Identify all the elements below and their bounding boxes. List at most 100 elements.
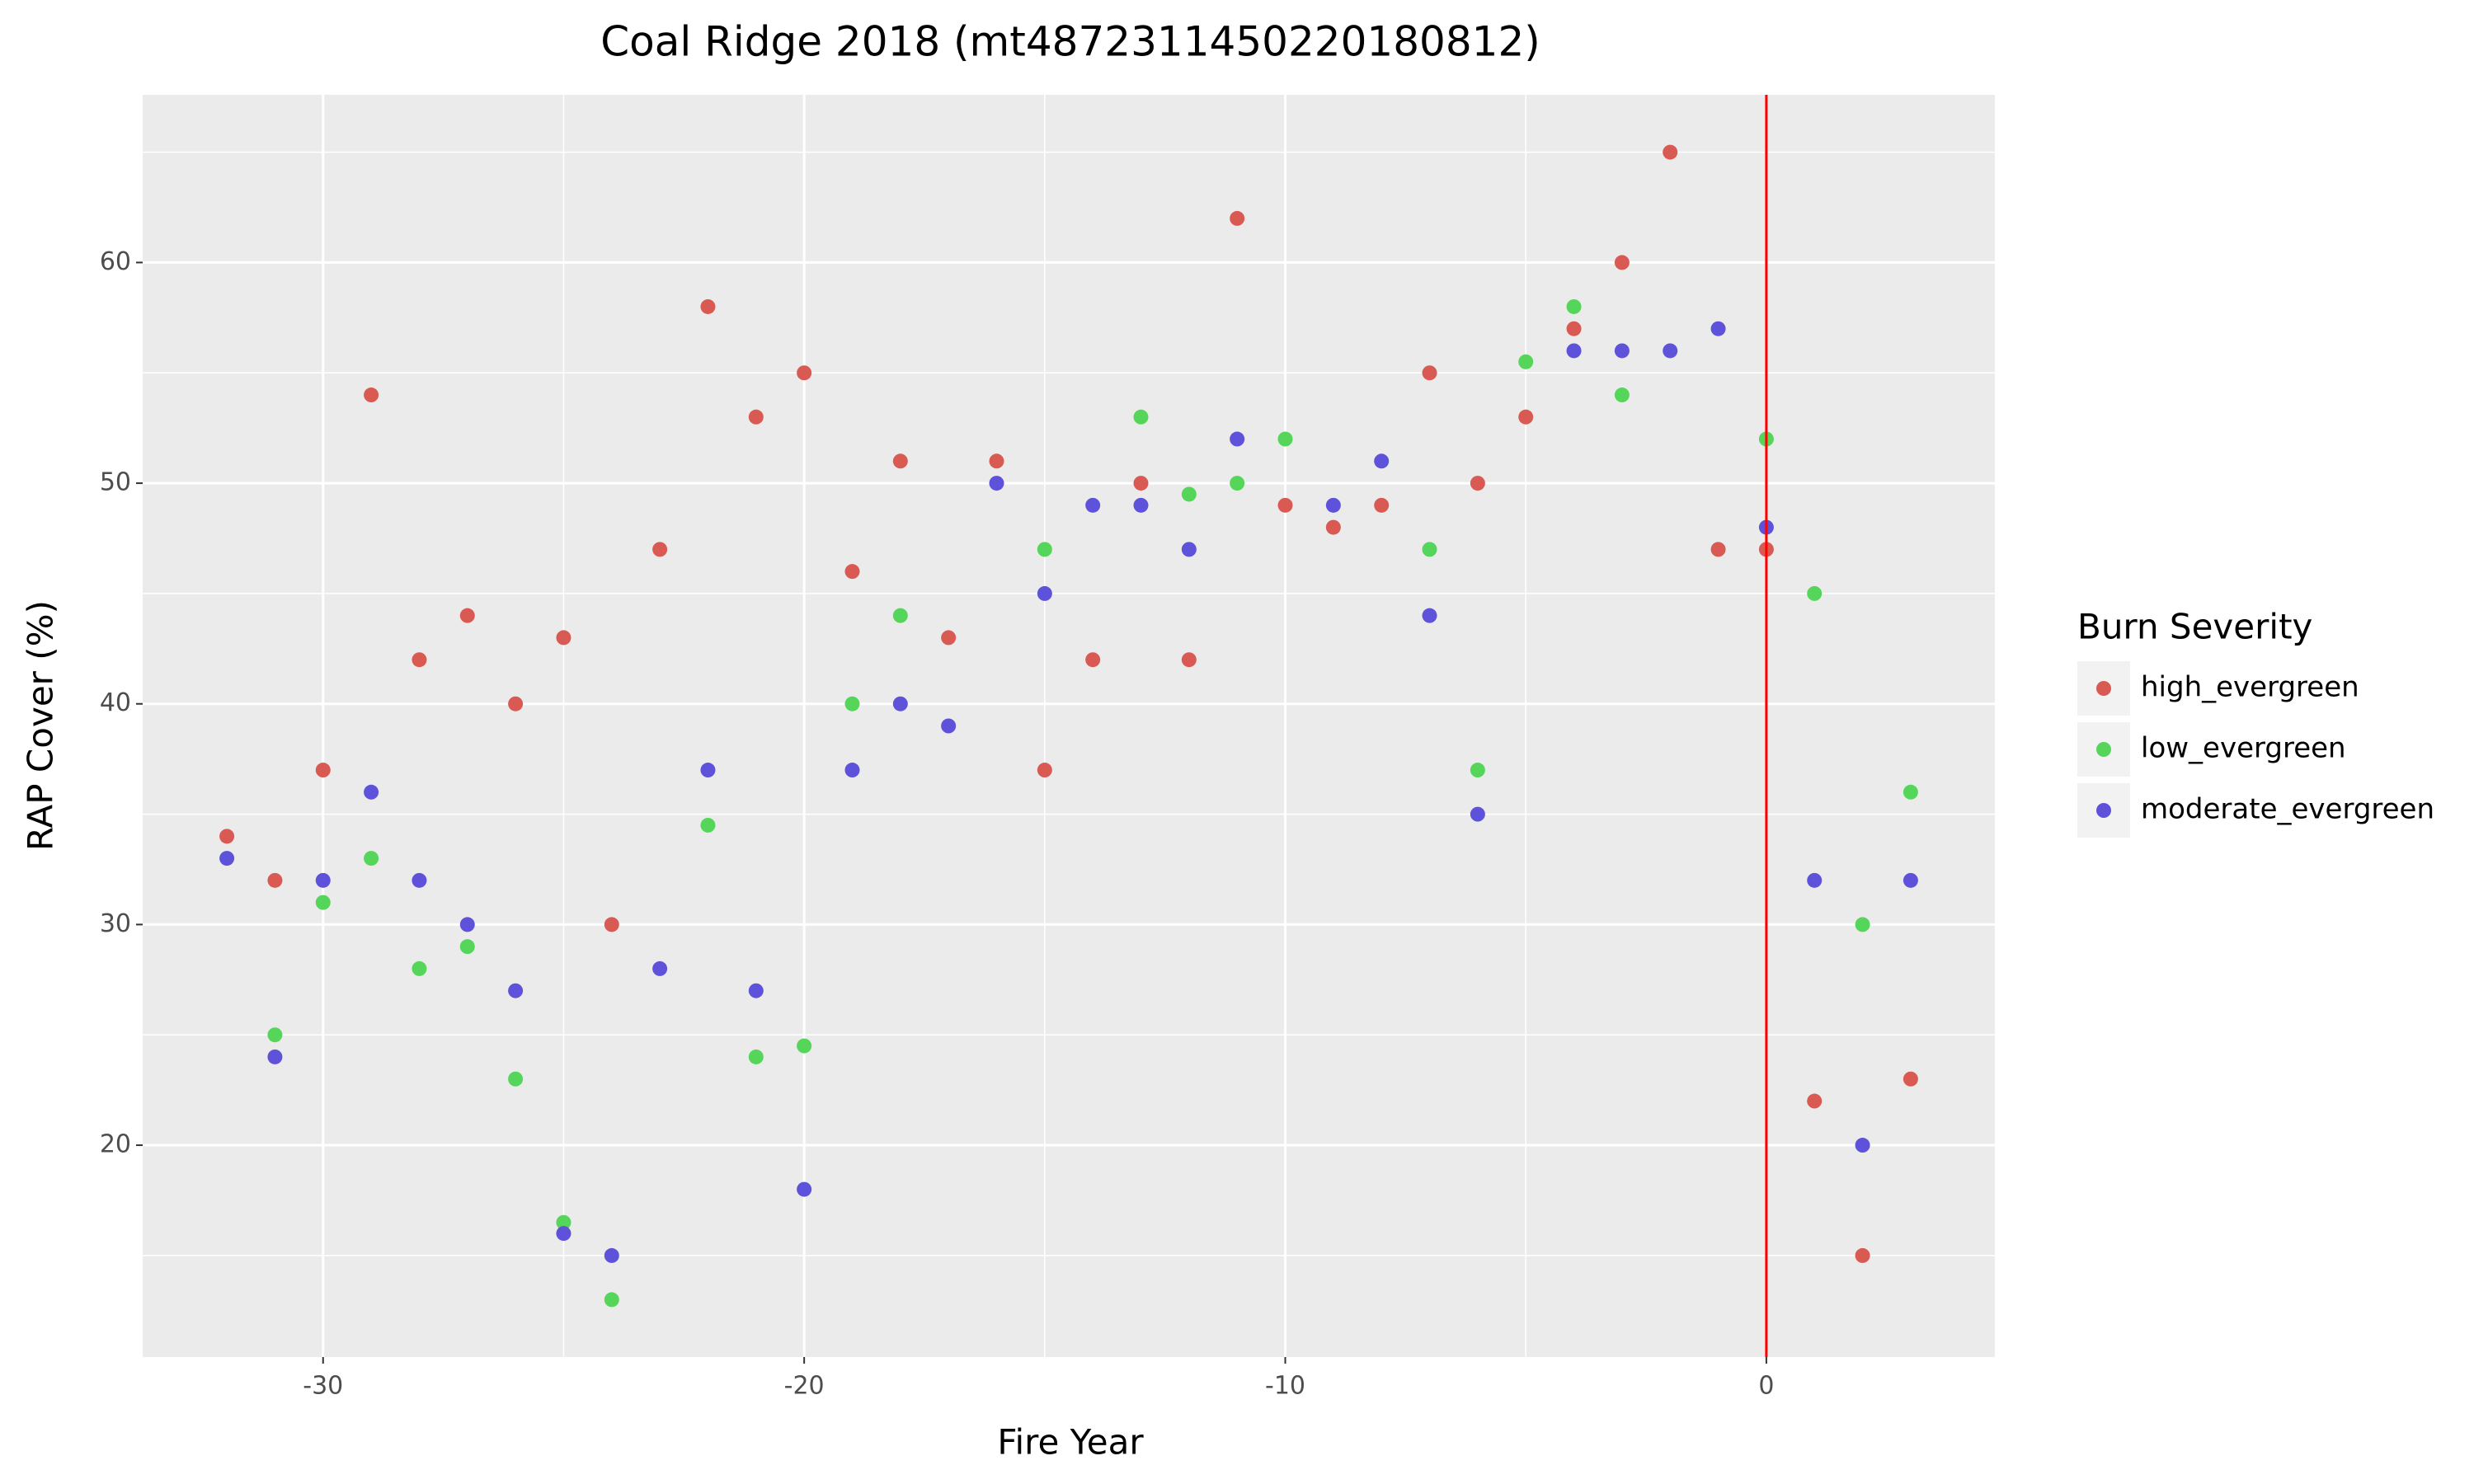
point (412, 960, 427, 976)
point (748, 1049, 764, 1064)
point (1422, 542, 1437, 557)
point (267, 1027, 283, 1043)
point (700, 817, 716, 833)
point (604, 1292, 619, 1308)
point (700, 763, 716, 778)
panel (143, 95, 1995, 1357)
point (1518, 409, 1534, 425)
point (1325, 497, 1341, 513)
point (1855, 917, 1870, 932)
point (1374, 497, 1390, 513)
x-axis-title: Fire Year (997, 1422, 1144, 1463)
point (508, 1071, 524, 1087)
point (941, 630, 957, 646)
point (1566, 298, 1582, 314)
point (1855, 1138, 1870, 1153)
legend-marker (2096, 742, 2111, 757)
point (508, 983, 524, 998)
point (604, 1247, 619, 1263)
point (364, 387, 379, 403)
point (844, 696, 860, 711)
point (556, 630, 571, 646)
point (459, 939, 475, 955)
x-tick-label: 0 (1758, 1372, 1774, 1401)
point (892, 453, 908, 469)
point (412, 652, 427, 668)
y-tick-label: 20 (100, 1130, 131, 1159)
point (1807, 872, 1823, 888)
point (1181, 542, 1197, 557)
point (556, 1226, 571, 1242)
point (364, 784, 379, 800)
point (941, 718, 957, 734)
point (1903, 1071, 1918, 1087)
legend-title: Burn Severity (2077, 607, 2312, 647)
point (1807, 585, 1823, 601)
point (315, 895, 331, 910)
point (797, 1181, 812, 1197)
point (1903, 872, 1918, 888)
point (219, 829, 235, 844)
y-axis-title: RAP Cover (%) (21, 600, 61, 851)
point (459, 608, 475, 623)
point (700, 298, 716, 314)
point (1230, 431, 1245, 447)
point (1133, 497, 1149, 513)
point (1230, 476, 1245, 491)
point (1470, 763, 1485, 778)
y-tick-label: 30 (100, 909, 131, 938)
point (844, 564, 860, 580)
point (652, 960, 668, 976)
point (1037, 763, 1052, 778)
point (797, 365, 812, 381)
chart-title: Coal Ridge 2018 (mt4872311450220180812) (600, 18, 1540, 66)
point (1037, 585, 1052, 601)
point (989, 476, 1004, 491)
point (1710, 542, 1726, 557)
point (844, 763, 860, 778)
point (267, 1049, 283, 1064)
x-tick-label: -20 (784, 1372, 825, 1401)
point (604, 917, 619, 932)
point (748, 983, 764, 998)
point (1181, 652, 1197, 668)
point (1518, 354, 1534, 369)
legend-marker (2096, 803, 2111, 818)
point (1037, 542, 1052, 557)
point (315, 872, 331, 888)
y-tick-label: 60 (100, 247, 131, 276)
point (1277, 431, 1293, 447)
x-tick-label: -30 (303, 1372, 343, 1401)
point (1663, 343, 1678, 359)
point (1855, 1247, 1870, 1263)
y-tick-label: 50 (100, 468, 131, 497)
point (1133, 409, 1149, 425)
point (1903, 784, 1918, 800)
point (1614, 255, 1630, 270)
x-tick-label: -10 (1265, 1372, 1305, 1401)
point (1470, 806, 1485, 822)
point (1807, 1093, 1823, 1109)
point (797, 1038, 812, 1054)
point (219, 851, 235, 866)
y-tick-label: 40 (100, 688, 131, 717)
point (1566, 343, 1582, 359)
point (652, 542, 668, 557)
point (412, 872, 427, 888)
legend-label: low_evergreen (2141, 732, 2346, 765)
point (1614, 387, 1630, 403)
point (1614, 343, 1630, 359)
point (1422, 365, 1437, 381)
point (1470, 476, 1485, 491)
point (508, 696, 524, 711)
point (1230, 210, 1245, 226)
legend-marker (2096, 681, 2111, 696)
point (1133, 476, 1149, 491)
point (1374, 453, 1390, 469)
point (1325, 519, 1341, 535)
point (459, 917, 475, 932)
legend-label: high_evergreen (2141, 671, 2359, 704)
point (892, 696, 908, 711)
